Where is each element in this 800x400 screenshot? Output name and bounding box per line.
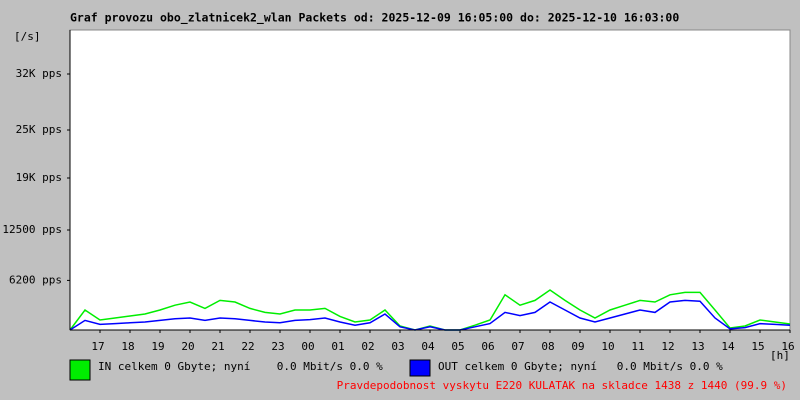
x-tick-label: 02 [361, 340, 374, 353]
chart-title: Graf provozu obo_zlatnicek2_wlan Packets… [70, 11, 679, 26]
x-tick-label: 07 [511, 340, 524, 353]
y-tick-label: 6200 pps [9, 273, 62, 286]
legend-swatch [409, 359, 431, 377]
x-tick-label: 14 [721, 340, 735, 353]
x-tick-label: 10 [601, 340, 614, 353]
legend-label: OUT celkem 0 Gbyte; nyní 0.0 Mbit/s 0.0 … [438, 360, 723, 373]
x-tick-label: 17 [91, 340, 104, 353]
y-tick-label: 25K pps [16, 123, 62, 136]
x-tick-label: 01 [331, 340, 344, 353]
x-tick-label: 05 [451, 340, 464, 353]
x-tick-label: 04 [421, 340, 435, 353]
plot-area [69, 29, 791, 331]
y-tick-label: 19K pps [16, 171, 62, 184]
x-tick-label: 06 [481, 340, 494, 353]
x-tick-label: 22 [241, 340, 254, 353]
x-tick-label: 21 [211, 340, 224, 353]
footnote: Pravdepodobnost vyskytu E220 KULATAK na … [337, 379, 787, 392]
y-tick-label: 12500 pps [2, 223, 62, 236]
x-tick-label: 15 [751, 340, 764, 353]
x-tick-label: 23 [271, 340, 284, 353]
x-tick-label: 11 [631, 340, 644, 353]
x-tick-label: 08 [541, 340, 554, 353]
y-tick-label: 32K pps [16, 67, 62, 80]
x-tick-label: 00 [301, 340, 314, 353]
x-tick-label: 20 [181, 340, 194, 353]
x-tick-label: 03 [391, 340, 404, 353]
x-tick-label: 18 [121, 340, 134, 353]
legend-swatch [69, 359, 91, 381]
x-tick-label: 13 [691, 340, 704, 353]
series-line [69, 289, 791, 331]
y-axis-label: [/s] [14, 30, 41, 43]
x-axis-label: [h] [770, 349, 790, 362]
series-line [69, 299, 791, 331]
x-tick-label: 12 [661, 340, 674, 353]
x-tick-label: 16 [781, 340, 794, 353]
legend-label: IN celkem 0 Gbyte; nyní 0.0 Mbit/s 0.0 % [98, 360, 383, 373]
x-tick-label: 09 [571, 340, 584, 353]
x-tick-label: 19 [151, 340, 164, 353]
